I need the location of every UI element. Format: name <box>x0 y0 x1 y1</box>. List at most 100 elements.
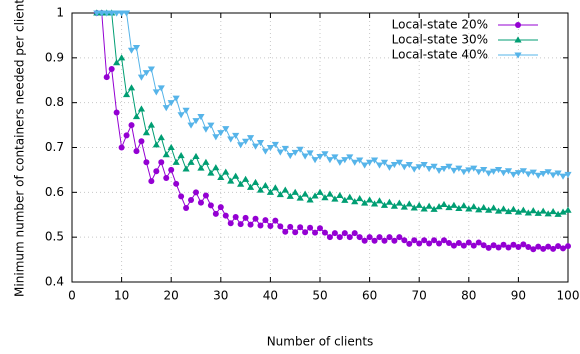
data-point <box>147 121 155 128</box>
data-point <box>544 210 552 217</box>
data-point <box>441 237 447 244</box>
data-point <box>297 224 304 231</box>
data-point <box>158 159 165 166</box>
data-point <box>247 221 254 228</box>
data-point <box>415 164 423 171</box>
data-point <box>182 107 190 114</box>
data-point <box>475 239 482 246</box>
data-point <box>525 244 532 251</box>
data-point <box>490 204 498 211</box>
data-point <box>202 126 210 133</box>
data-point <box>167 100 175 107</box>
data-point <box>118 54 126 61</box>
data-point <box>549 208 557 215</box>
data-point <box>410 166 418 173</box>
data-point <box>470 165 478 172</box>
legend-label: Local-state 40% <box>392 48 488 62</box>
data-point <box>172 158 180 165</box>
data-point <box>430 163 438 170</box>
data-point <box>341 196 349 203</box>
data-point <box>490 168 498 175</box>
data-point <box>277 223 284 230</box>
data-point <box>480 203 488 211</box>
data-point <box>267 222 274 229</box>
data-point <box>152 141 160 148</box>
data-point <box>217 130 225 137</box>
y-axis-title: Minimum number of containers needed per … <box>13 0 27 297</box>
data-point <box>500 241 507 248</box>
data-point <box>113 109 120 116</box>
data-point <box>317 225 323 232</box>
x-tick-label: 80 <box>461 289 476 303</box>
data-point <box>227 177 235 184</box>
data-point <box>232 172 240 179</box>
data-point <box>554 170 562 177</box>
data-point <box>182 165 190 172</box>
data-point <box>435 203 443 210</box>
data-point <box>276 149 284 156</box>
data-point <box>183 205 190 212</box>
data-point <box>380 159 389 166</box>
data-point <box>242 175 250 182</box>
data-point <box>400 203 408 210</box>
data-point <box>276 190 284 198</box>
legend-marker <box>514 52 522 59</box>
data-point <box>113 10 121 17</box>
data-point <box>534 172 542 179</box>
data-point <box>331 154 339 161</box>
data-point <box>177 151 185 159</box>
data-point <box>173 180 180 187</box>
data-point <box>529 169 537 176</box>
data-point <box>202 158 210 165</box>
data-point <box>460 202 468 209</box>
data-point <box>495 244 502 251</box>
data-point <box>470 242 477 249</box>
data-point <box>287 223 294 230</box>
data-point <box>514 208 522 215</box>
plot-frame <box>71 12 569 283</box>
data-point <box>316 188 324 195</box>
data-point <box>395 199 403 206</box>
legend-marker <box>514 36 522 43</box>
data-point <box>376 234 383 241</box>
data-point <box>450 167 458 174</box>
data-point <box>524 171 532 178</box>
data-point <box>118 10 126 17</box>
y-tick-label: 0.4 <box>45 275 64 289</box>
data-point <box>485 170 493 177</box>
data-point <box>385 164 394 171</box>
data-point <box>564 171 572 178</box>
data-point <box>227 136 235 143</box>
data-point <box>455 239 462 246</box>
data-point <box>148 178 155 185</box>
data-point <box>301 153 309 160</box>
data-point <box>450 201 458 208</box>
data-point <box>281 145 289 152</box>
x-tick-label: 90 <box>511 289 526 303</box>
data-point <box>411 237 418 244</box>
data-point <box>450 242 457 249</box>
data-point <box>321 194 329 201</box>
y-tick-label: 0.5 <box>45 230 64 244</box>
data-point <box>440 200 448 207</box>
y-tick-label: 0.7 <box>45 140 64 154</box>
data-point <box>346 154 354 161</box>
x-tick-label: 70 <box>412 289 427 303</box>
y-tick-label: 0.6 <box>45 185 64 199</box>
data-point <box>123 132 130 139</box>
data-point <box>222 212 229 219</box>
data-point <box>366 196 374 203</box>
data-point <box>509 205 518 212</box>
data-point <box>133 148 140 155</box>
data-point <box>316 153 324 161</box>
data-point <box>172 95 180 102</box>
data-point <box>212 164 220 171</box>
data-point <box>386 234 393 241</box>
data-point <box>207 169 215 176</box>
data-point <box>222 126 230 133</box>
data-point <box>113 59 121 66</box>
data-point <box>251 143 260 150</box>
x-axis-title: Number of clients <box>267 335 374 349</box>
data-point <box>281 186 289 193</box>
data-point <box>431 237 438 244</box>
